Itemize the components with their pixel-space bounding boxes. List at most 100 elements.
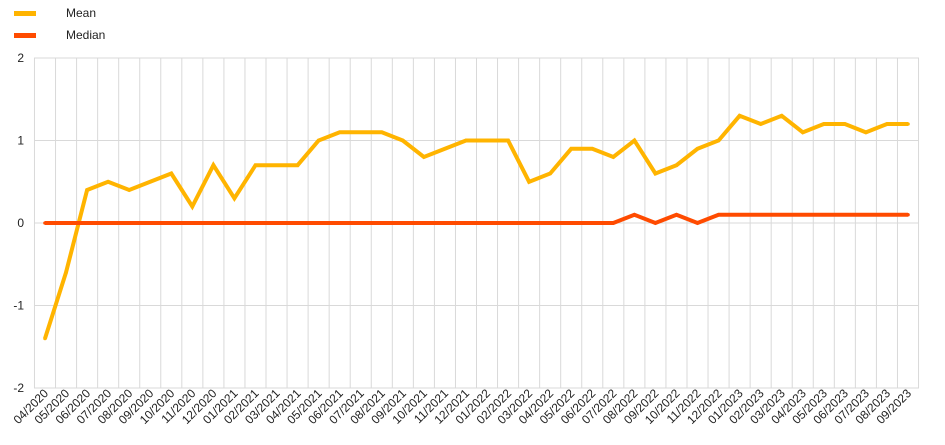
data-point-mean — [758, 122, 763, 126]
data-point-median — [885, 212, 889, 217]
legend-item-mean: Mean — [14, 2, 105, 24]
data-point-mean — [232, 196, 237, 201]
data-point-median — [211, 221, 216, 225]
data-point-median — [443, 221, 447, 225]
data-point-mean — [127, 188, 131, 192]
data-point-mean — [822, 122, 826, 126]
data-point-median — [527, 221, 531, 225]
data-point-mean — [527, 179, 531, 184]
legend-swatch-mean — [14, 10, 36, 16]
data-point-mean — [253, 163, 258, 168]
data-point-median — [64, 221, 68, 225]
data-point-median — [611, 221, 616, 225]
y-tick-label: 0 — [17, 216, 24, 230]
chart-legend: Mean Median — [14, 2, 105, 46]
legend-item-median: Median — [14, 24, 105, 46]
series-layer — [43, 113, 910, 341]
data-point-mean — [548, 171, 552, 176]
data-point-mean — [737, 113, 742, 118]
data-point-median — [295, 221, 300, 225]
y-tick-label: 2 — [17, 51, 24, 65]
legend-label-mean: Mean — [66, 6, 97, 20]
y-tick-label: -1 — [13, 299, 24, 313]
data-point-mean — [906, 122, 910, 126]
data-point-median — [169, 221, 174, 225]
data-point-median — [106, 221, 110, 225]
data-point-median — [822, 212, 826, 217]
data-point-median — [85, 221, 89, 225]
data-point-median — [843, 212, 847, 217]
data-point-mean — [716, 138, 721, 143]
data-point-mean — [611, 155, 616, 159]
data-point-mean — [401, 138, 405, 143]
data-point-mean — [43, 336, 47, 341]
data-point-median — [127, 221, 131, 225]
data-point-median — [190, 221, 195, 225]
data-point-mean — [632, 138, 637, 143]
data-point-mean — [106, 179, 110, 184]
data-point-mean — [443, 146, 447, 151]
data-point-mean — [506, 138, 510, 143]
data-point-mean — [885, 122, 889, 126]
y-tick-label: 1 — [17, 134, 24, 148]
data-point-mean — [569, 146, 574, 151]
axis-layer: -2-101204/202005/202006/202007/202008/20… — [11, 51, 915, 427]
data-point-median — [148, 221, 153, 225]
data-point-median — [485, 221, 489, 225]
data-point-median — [464, 221, 468, 225]
data-point-median — [274, 221, 279, 225]
data-point-median — [337, 221, 342, 225]
data-point-mean — [843, 122, 847, 126]
data-point-median — [548, 221, 552, 225]
data-point-median — [906, 212, 910, 217]
series-line-median — [45, 212, 908, 226]
data-point-mean — [653, 171, 658, 176]
data-point-mean — [211, 163, 216, 168]
data-point-mean — [169, 171, 174, 176]
data-point-mean — [85, 188, 89, 192]
data-point-median — [737, 212, 742, 217]
data-point-median — [758, 212, 763, 217]
data-point-mean — [295, 163, 300, 168]
data-point-mean — [485, 138, 489, 143]
data-point-median — [401, 221, 405, 225]
data-point-median — [779, 212, 784, 217]
legend-swatch-median — [14, 32, 36, 38]
data-point-median — [716, 212, 721, 217]
data-point-mean — [148, 179, 153, 184]
data-point-mean — [422, 155, 426, 159]
y-tick-label: -2 — [13, 381, 24, 395]
data-point-median — [506, 221, 510, 225]
data-point-mean — [379, 130, 384, 135]
data-point-mean — [800, 130, 805, 135]
data-point-mean — [590, 146, 595, 151]
data-point-mean — [864, 130, 868, 135]
series-line-mean — [43, 113, 908, 340]
data-point-median — [422, 221, 426, 225]
data-point-median — [232, 221, 237, 225]
data-point-median — [674, 212, 679, 217]
data-point-median — [632, 212, 637, 217]
data-point-mean — [695, 146, 700, 151]
data-point-mean — [358, 130, 363, 135]
data-point-median — [653, 221, 658, 225]
data-point-median — [800, 212, 805, 217]
data-point-mean — [779, 113, 784, 118]
data-point-mean — [190, 204, 195, 209]
data-point-mean — [337, 130, 342, 135]
data-point-median — [864, 212, 868, 217]
data-point-median — [253, 221, 258, 225]
data-point-median — [590, 221, 595, 225]
data-point-median — [358, 221, 363, 225]
data-point-median — [43, 221, 47, 225]
data-point-mean — [274, 163, 279, 168]
data-point-mean — [316, 138, 321, 143]
data-point-mean — [674, 163, 679, 168]
data-point-mean — [464, 138, 468, 143]
data-point-median — [316, 221, 321, 225]
data-point-median — [569, 221, 574, 225]
data-point-mean — [64, 270, 68, 275]
data-point-median — [695, 221, 700, 225]
data-point-median — [379, 221, 384, 225]
